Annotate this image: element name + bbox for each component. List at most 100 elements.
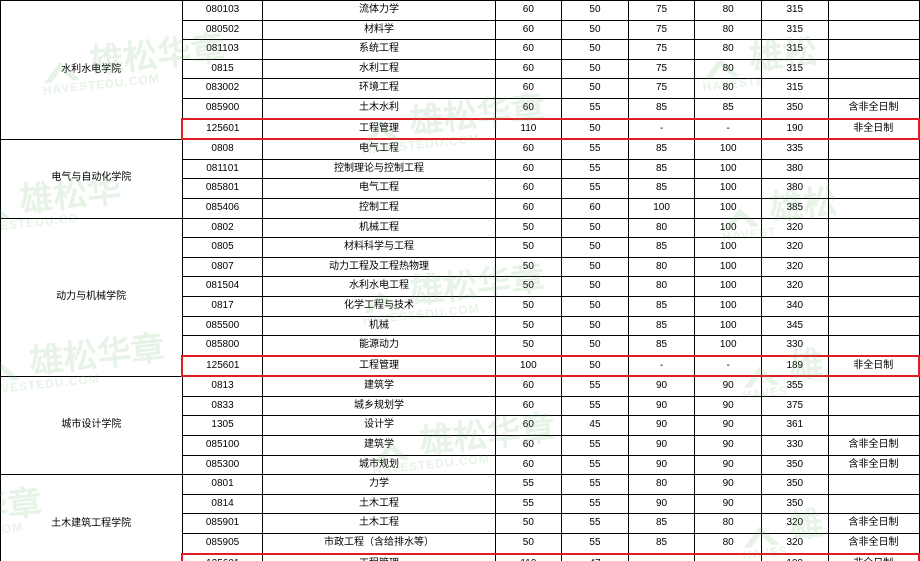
cell: 80: [695, 20, 762, 40]
cell: 85: [628, 98, 695, 118]
cell: 100: [695, 296, 762, 316]
group-label: 电气与自动化学院: [1, 139, 183, 218]
cell: 100: [695, 159, 762, 179]
cell: 50: [495, 277, 562, 297]
cell: 0815: [182, 59, 263, 79]
cell: 90: [695, 376, 762, 396]
cell: 190: [761, 119, 828, 140]
cell: 80: [695, 1, 762, 21]
cell: 55: [562, 455, 629, 475]
cell: -: [628, 554, 695, 561]
cell: 50: [562, 238, 629, 258]
cell: 80: [695, 40, 762, 60]
cell: 土木工程: [263, 514, 495, 534]
cell: 能源动力: [263, 336, 495, 356]
cell: 90: [695, 475, 762, 495]
cell: 55: [562, 475, 629, 495]
cell: [828, 218, 919, 238]
cell: 335: [761, 139, 828, 159]
cell: 85: [628, 238, 695, 258]
cell: 315: [761, 59, 828, 79]
cell: 47: [562, 554, 629, 561]
cell: 水利工程: [263, 59, 495, 79]
cell: 085801: [182, 179, 263, 199]
cell: 环境工程: [263, 79, 495, 99]
cell: 1305: [182, 416, 263, 436]
cell: 85: [628, 336, 695, 356]
cell: 含非全日制: [828, 436, 919, 456]
cell: 55: [495, 475, 562, 495]
cell: 0817: [182, 296, 263, 316]
cell: 控制工程: [263, 198, 495, 218]
cell: 60: [495, 198, 562, 218]
cell: 90: [628, 455, 695, 475]
cell: 100: [695, 139, 762, 159]
cell: [828, 40, 919, 60]
cell: 100: [695, 336, 762, 356]
cell: 90: [628, 396, 695, 416]
cell: 60: [495, 1, 562, 21]
cell: 081504: [182, 277, 263, 297]
cell: 315: [761, 20, 828, 40]
cell: 85: [628, 179, 695, 199]
cell: 320: [761, 277, 828, 297]
cell: 350: [761, 98, 828, 118]
cell: 125601: [182, 356, 263, 377]
cell: 55: [562, 436, 629, 456]
cell: 60: [495, 396, 562, 416]
cell: 电气工程: [263, 179, 495, 199]
cell: 工程管理: [263, 119, 495, 140]
cell: 动力工程及工程热物理: [263, 257, 495, 277]
cell: 含非全日制: [828, 98, 919, 118]
cell: 85: [695, 98, 762, 118]
cell: [828, 316, 919, 336]
cell: [828, 296, 919, 316]
cell: 80: [695, 59, 762, 79]
cell: 0802: [182, 218, 263, 238]
cell: 345: [761, 316, 828, 336]
cell: 315: [761, 1, 828, 21]
cell: 80: [695, 79, 762, 99]
cell: 流体力学: [263, 1, 495, 21]
cell: 50: [562, 59, 629, 79]
cell: 355: [761, 376, 828, 396]
cell: 50: [562, 316, 629, 336]
cell: 50: [495, 218, 562, 238]
cell: 081103: [182, 40, 263, 60]
cell: 340: [761, 296, 828, 316]
cell: 85: [628, 534, 695, 554]
cell: 80: [628, 475, 695, 495]
cell: 建筑学: [263, 436, 495, 456]
cell: 0833: [182, 396, 263, 416]
cell: 085901: [182, 514, 263, 534]
cell: 100: [695, 179, 762, 199]
cell: 50: [495, 514, 562, 534]
cell: 080103: [182, 1, 263, 21]
cell: -: [628, 119, 695, 140]
cell: 55: [562, 98, 629, 118]
cell: 60: [495, 20, 562, 40]
cell: 100: [695, 238, 762, 258]
cell: -: [628, 356, 695, 377]
cell: 50: [495, 296, 562, 316]
cell: 75: [628, 20, 695, 40]
cell: 110: [495, 554, 562, 561]
cell: 设计学: [263, 416, 495, 436]
group-label: 动力与机械学院: [1, 218, 183, 376]
cell: [828, 277, 919, 297]
cell: 60: [495, 376, 562, 396]
cell: 60: [495, 79, 562, 99]
cell: 75: [628, 1, 695, 21]
table-row: 水利水电学院080103流体力学60507580315: [1, 1, 920, 21]
cell: 55: [562, 179, 629, 199]
cell: 320: [761, 534, 828, 554]
table-row: 电气与自动化学院0808电气工程605585100335: [1, 139, 920, 159]
cell: 085800: [182, 336, 263, 356]
cell: 320: [761, 218, 828, 238]
cell: 320: [761, 514, 828, 534]
cell: 50: [562, 296, 629, 316]
cell: 材料学: [263, 20, 495, 40]
cell: 土木水利: [263, 98, 495, 118]
cell: 125601: [182, 119, 263, 140]
cell: 100: [628, 198, 695, 218]
